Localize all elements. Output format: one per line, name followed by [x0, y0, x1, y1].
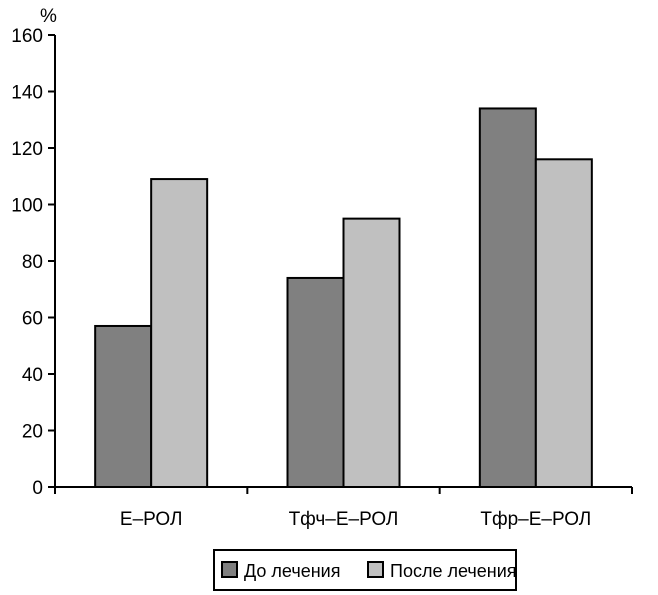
legend-label: До лечения [244, 561, 340, 581]
legend-swatch [367, 561, 384, 578]
y-axis-ticks: 0 20 40 60 80 100 120 140 160 [11, 26, 55, 499]
y-tick-label: 80 [22, 252, 43, 273]
bar-before-0 [94, 324, 153, 488]
y-tick-label: 160 [11, 26, 43, 47]
bar-after-0 [150, 178, 209, 488]
legend-box [213, 549, 517, 591]
bars [94, 107, 593, 489]
bar-before-2 [478, 107, 537, 488]
legend-label: После лечения [390, 561, 517, 581]
y-tick-label: 100 [11, 196, 43, 217]
x-category-label: Тфч–Е–РОЛ [289, 509, 399, 530]
x-axis-ticks: Е–РОЛ Тфч–Е–РОЛ Тфр–Е–РОЛ [54, 487, 633, 530]
legend: До лечения После лечения [213, 549, 517, 591]
y-tick-label: 0 [32, 478, 43, 499]
x-category-label: Е–РОЛ [120, 509, 183, 530]
legend-swatch [221, 561, 238, 578]
x-category-label: Тфр–Е–РОЛ [480, 509, 591, 530]
bar-after-2 [534, 158, 593, 489]
bar-after-1 [342, 217, 401, 488]
y-tick-label: 20 [22, 422, 43, 443]
bar-before-1 [286, 276, 345, 489]
y-axis-unit-label: % [40, 6, 57, 27]
y-tick-label: 60 [22, 309, 43, 330]
y-tick-label: 140 [11, 83, 43, 104]
y-tick-label: 40 [22, 365, 43, 386]
y-tick-label: 120 [11, 139, 43, 160]
